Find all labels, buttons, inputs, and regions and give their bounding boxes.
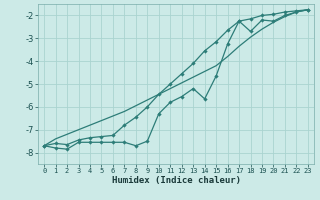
X-axis label: Humidex (Indice chaleur): Humidex (Indice chaleur) [111, 176, 241, 185]
